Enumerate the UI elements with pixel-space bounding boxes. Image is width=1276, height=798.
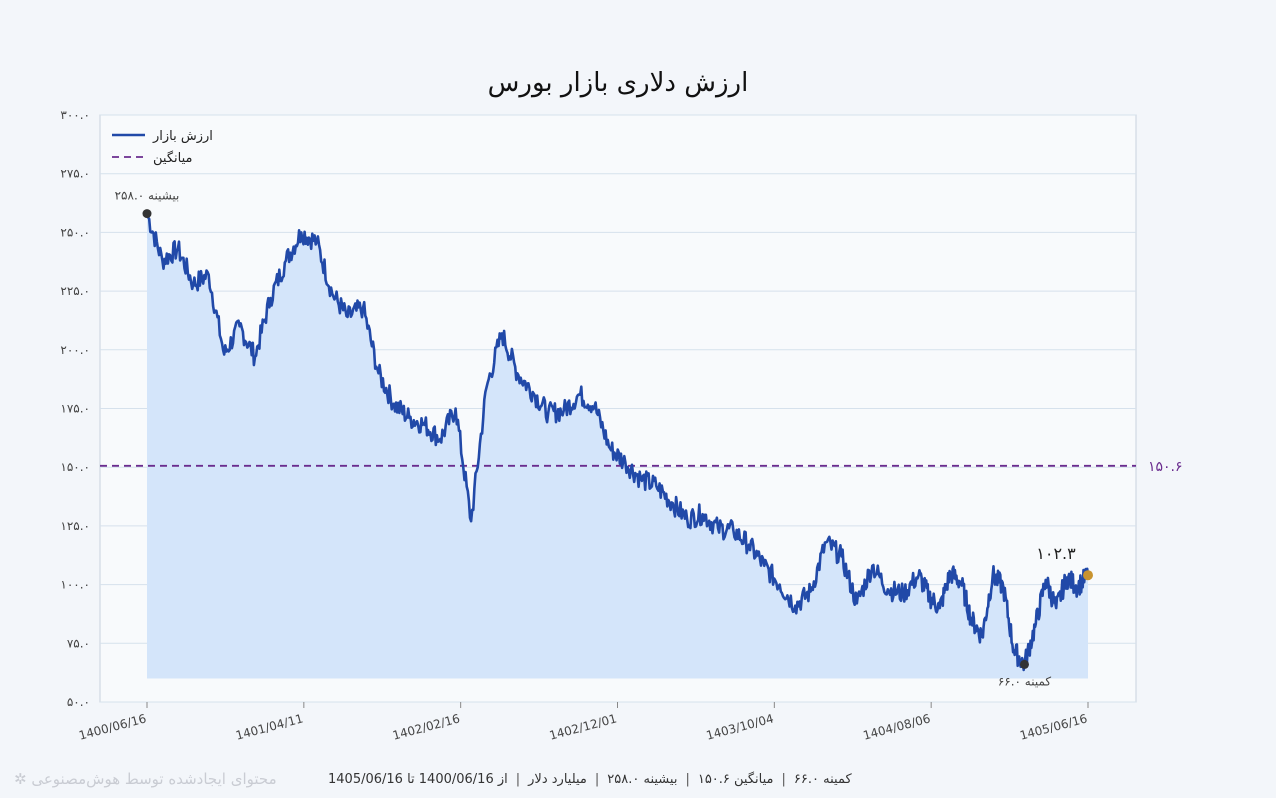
last-point-marker [1083, 570, 1093, 581]
legend-label-mean: میانگین [153, 150, 192, 166]
y-tick-label: ۲۷۵.۰ [60, 167, 90, 181]
y-tick-label: ۱۲۵.۰ [60, 519, 90, 533]
sparkle-icon: ✲ [14, 770, 27, 788]
min-point-label: کمینه ۶۶.۰ [998, 674, 1052, 688]
y-tick-label: ۲۲۵.۰ [60, 284, 90, 298]
x-tick-label: 1400/06/16 [77, 711, 147, 742]
footer-max: بیشینه ۲۵۸.۰ [607, 772, 678, 787]
footer-unit: میلیارد دلار [528, 772, 587, 787]
x-tick-label: 1404/08/06 [862, 711, 932, 742]
y-tick-label: ۷۵.۰ [67, 636, 90, 650]
y-tick-label: ۱۵۰.۰ [60, 460, 90, 474]
y-tick-label: ۲۰۰.۰ [60, 343, 90, 357]
footer-stats: کمینه ۶۶.۰|میانگین ۱۵۰.۶|بیشینه ۲۵۸.۰|می… [328, 772, 852, 787]
x-axis-ticks: 1400/06/16 1401/04/11 1402/02/16 1402/12/01… [77, 702, 1089, 743]
min-point-marker [1019, 659, 1029, 669]
series-line [145, 213, 1090, 672]
series-area-fill [147, 213, 1088, 679]
y-tick-label: ۱۰۰.۰ [60, 578, 90, 592]
ai-watermark: محتوای ایجادشده توسط هوش‌مصنوعی ✲ [14, 770, 277, 788]
legend: ارزش بازار میانگین [112, 129, 213, 166]
max-point-label: بیشینه ۲۵۸.۰ [115, 189, 180, 203]
chart-title: ارزش دلاری بازار بورس [487, 68, 749, 98]
x-tick-label: 1401/04/11 [234, 711, 304, 742]
footer-min: کمینه ۶۶.۰ [793, 772, 852, 787]
x-tick-label: 1402/02/16 [391, 711, 461, 742]
footer-mean: میانگین ۱۵۰.۶ [697, 772, 774, 787]
y-tick-label: ۱۷۵.۰ [60, 402, 90, 416]
y-tick-label: ۲۵۰.۰ [60, 225, 90, 239]
y-axis-ticks: ۵۰.۰ ۷۵.۰ ۱۰۰.۰ ۱۲۵.۰ ۱۵۰.۰ ۱۷۵.۰ ۲۰۰.۰ ۲۲۵.۰ ۲۵… [60, 108, 90, 709]
footer-range: از 1400/06/16 تا 1405/06/16 [328, 772, 508, 787]
legend-label-series: ارزش بازار [152, 129, 213, 144]
last-point-label: ۱۰۲.۳ [1036, 544, 1076, 563]
x-tick-label: 1403/10/04 [705, 711, 775, 742]
y-tick-label: ۳۰۰.۰ [60, 108, 90, 122]
max-point-marker [142, 209, 152, 219]
watermark-text: محتوای ایجادشده توسط هوش‌مصنوعی [31, 770, 277, 788]
x-tick-label: 1405/06/16 [1018, 711, 1088, 742]
mean-label: ۱۵۰.۶ [1148, 459, 1183, 475]
y-tick-label: ۵۰.۰ [67, 695, 90, 709]
x-tick-label: 1402/12/01 [548, 711, 618, 742]
